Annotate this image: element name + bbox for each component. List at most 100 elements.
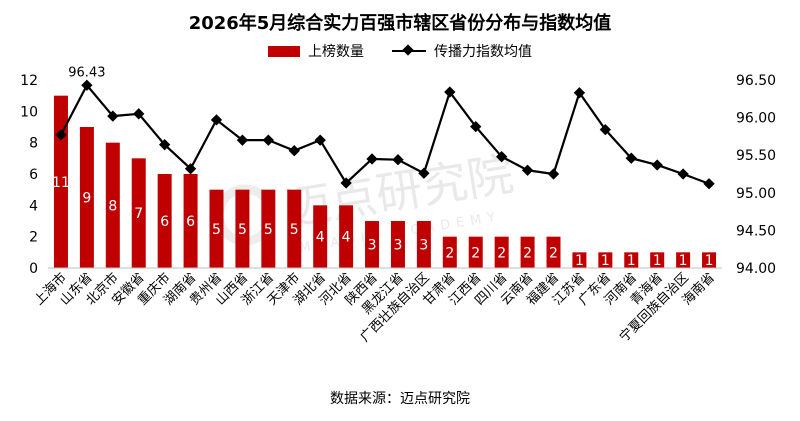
bar [183,174,198,268]
bar-value-label: 8 [108,198,117,214]
line-point [625,152,637,164]
bar-value-label: 3 [394,238,403,254]
bar [105,142,120,268]
bar-value-label: 1 [705,253,714,269]
bar [598,252,613,268]
line-point [262,134,275,146]
legend: 上榜数量 传播力指数均值 [0,41,800,61]
bar-value-label: 1 [653,253,662,269]
bar-value-label: 9 [82,191,91,207]
bar [261,189,276,268]
line-point [547,168,560,180]
bar-value-label: 5 [264,222,273,238]
bar-value-label: 1 [679,253,688,269]
line-point [184,163,197,175]
bar-value-label: 1 [627,253,636,269]
bar [650,252,665,268]
legend-item-line: 传播力指数均值 [392,41,532,61]
bar-value-label: 4 [342,230,351,246]
legend-line-swatch [392,44,426,58]
right-axis-tick-label: 94.50 [736,223,776,239]
x-axis: 上海市山东省北京市安徽省重庆市湖南省贵州省山西省浙江省天津市湖北省河北省陕西省黑… [31,267,722,345]
bar-value-labels: 119 8 7 6 6 5 5 5 5 4 4 3 3 3 2 2 2 2 2 1 1 1 1 1 1 [52,175,713,269]
left-axis-tick-label: 6 [29,167,38,183]
bar-value-label: 3 [368,238,377,254]
right-axis: 94.00 94.50 95.00 95.50 96.00 96.50 [736,73,776,277]
legend-bar-label: 上榜数量 [308,44,364,60]
line-point [314,134,326,146]
line-point [521,164,534,176]
right-axis-tick-label: 94.00 [736,261,776,277]
left-axis: 0 2 4 6 8 10 12 [20,73,38,277]
bar [287,189,302,268]
bar [365,221,380,268]
left-axis-tick-label: 2 [29,230,38,246]
bar [442,236,457,268]
left-axis-tick-label: 8 [29,136,38,152]
bar-value-label: 2 [523,245,532,261]
bar [131,158,146,268]
bar-value-label: 1 [601,253,610,269]
bars [53,95,717,269]
bar-value-label: 2 [497,245,506,261]
index-line-path [59,84,710,185]
bar [624,252,639,268]
line-point [366,153,378,165]
bar [235,189,250,268]
bar-value-label: 2 [445,245,454,261]
line-point [677,168,689,180]
bar-value-label: 6 [160,214,169,230]
bar [468,236,483,268]
bar-value-label: 2 [471,245,480,261]
source-note: 数据来源：迈点研究院 [330,391,470,407]
right-axis-tick-label: 95.50 [736,148,776,164]
bar [520,236,535,268]
legend-line-label: 传播力指数均值 [434,44,532,60]
bar [79,127,94,268]
line-point [340,177,352,189]
bar [157,174,172,268]
bar-value-label: 11 [52,175,70,191]
right-axis-tick-label: 96.00 [736,111,776,127]
bar [339,205,354,268]
left-axis-tick-label: 12 [20,73,38,89]
right-axis-tick-label: 95.00 [736,186,776,202]
line-point [236,134,249,146]
bar [494,236,509,268]
bar-value-label: 5 [212,222,221,238]
bar [390,221,405,268]
left-axis-tick-label: 0 [29,261,38,277]
line-point [55,129,67,141]
bar [416,221,431,268]
line-point [703,178,715,190]
bar-value-label: 6 [186,214,195,230]
bar-value-label: 5 [238,222,247,238]
bar [53,95,68,269]
line-point [418,167,430,179]
legend-bar-swatch [268,45,300,57]
bar [572,252,587,268]
line-point [495,151,508,163]
bar-value-label: 4 [316,230,325,246]
line-point [288,145,300,157]
annotations: 96.43 [68,65,105,80]
bar [676,252,691,268]
chart-title: 2026年5月综合实力百强市辖区省份分布与指数均值 [188,13,612,34]
bar-value-label: 3 [419,238,428,254]
bar-value-label: 2 [549,245,558,261]
bar-value-label: 7 [134,206,143,222]
bar [209,189,224,268]
line-point [392,154,404,166]
line-peak-label: 96.43 [68,65,105,80]
line-point [158,139,171,151]
bar [702,252,717,268]
right-axis-tick-label: 96.50 [736,73,776,89]
left-axis-tick-label: 10 [20,104,38,120]
bar [546,236,561,268]
line-point [651,159,663,171]
bar [313,205,328,268]
bar-value-label: 5 [290,222,299,238]
legend-item-bar: 上榜数量 [268,41,364,61]
bar-value-label: 1 [575,253,584,269]
